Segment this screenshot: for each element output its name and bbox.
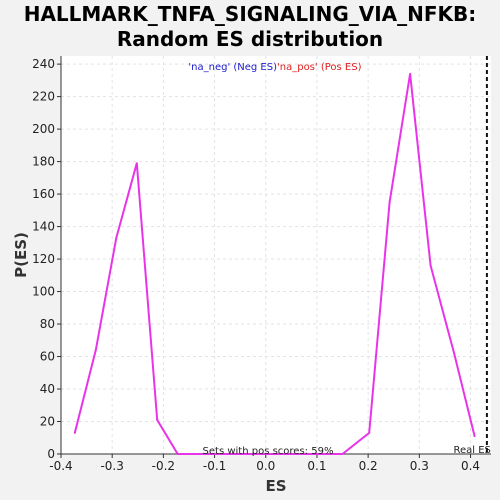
y-axis-ticks: 0 20 40 60 80 100 120 140 160 180 200 220 240 — [32, 57, 61, 461]
x-tick-label: -0.3 — [100, 459, 123, 473]
es-density-point — [321, 453, 324, 455]
y-axis-label: P(ES) — [12, 232, 30, 278]
es-density-point — [238, 453, 241, 455]
x-tick-label: 0.1 — [307, 459, 326, 473]
es-density-point — [135, 162, 138, 165]
x-tick-label: 0.0 — [256, 459, 275, 473]
y-tick-label: 140 — [32, 220, 55, 234]
x-tick-label: -0.1 — [203, 459, 226, 473]
x-tick-label: 0.3 — [410, 459, 429, 473]
es-density-point — [300, 453, 303, 455]
legend-pos-label: 'na_pos' (Pos ES) — [277, 62, 362, 73]
y-tick-label: 100 — [32, 285, 55, 299]
chart-title-line2: Random ES distribution — [116, 27, 384, 51]
chart-title-line1: HALLMARK_TNFA_SIGNALING_VIA_NFKB: — [23, 2, 477, 26]
y-tick-label: 200 — [32, 122, 55, 136]
es-density-point — [94, 349, 97, 352]
y-tick-label: 240 — [32, 57, 55, 71]
es-density-point — [197, 453, 200, 455]
x-tick-label: 0.4 — [461, 459, 480, 473]
es-density-point — [429, 264, 432, 267]
x-tick-label: 0.2 — [359, 459, 378, 473]
x-tick-label: -0.4 — [49, 459, 72, 473]
es-density-point — [259, 453, 262, 455]
y-tick-label: 80 — [40, 317, 55, 331]
series-layer — [73, 72, 476, 455]
y-tick-label: 0 — [47, 447, 55, 461]
x-axis-ticks: -0.4 -0.3 -0.2 -0.1 0.0 0.1 0.2 0.3 0.4 — [49, 454, 480, 473]
es-density-point — [176, 453, 179, 455]
es-density-point — [73, 431, 76, 434]
x-tick-label: -0.2 — [152, 459, 175, 473]
es-density-point — [368, 431, 371, 434]
plot-area — [61, 56, 491, 454]
y-tick-label: 120 — [32, 252, 55, 266]
y-tick-label: 20 — [40, 415, 55, 429]
pos-scores-annotation: Sets with pos scores: 59% — [203, 446, 334, 457]
es-density-point — [279, 453, 282, 455]
es-density-point — [473, 435, 476, 438]
y-tick-label: 160 — [32, 187, 55, 201]
es-density-point — [409, 72, 412, 75]
es-density-point — [341, 453, 344, 455]
chart-title: HALLMARK_TNFA_SIGNALING_VIA_NFKB: Random… — [0, 2, 500, 52]
es-density-point — [115, 236, 118, 239]
y-tick-label: 40 — [40, 382, 55, 396]
es-density-line — [73, 73, 476, 455]
real-es-label: Real ES — [453, 445, 490, 456]
es-density-point — [156, 418, 159, 421]
es-density-point — [218, 453, 221, 455]
y-tick-label: 60 — [40, 350, 55, 364]
x-axis-label: ES — [265, 477, 286, 495]
y-tick-label: 220 — [32, 90, 55, 104]
es-density-point — [453, 352, 456, 355]
grid-lines — [60, 56, 491, 455]
y-tick-label: 180 — [32, 155, 55, 169]
legend-neg-label: 'na_neg' (Neg ES) — [188, 62, 277, 73]
es-density-point — [388, 201, 391, 204]
